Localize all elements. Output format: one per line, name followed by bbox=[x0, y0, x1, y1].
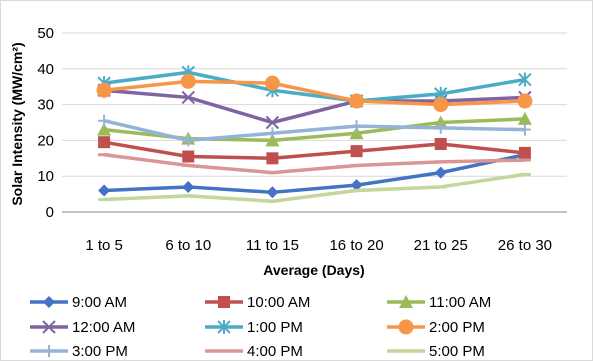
data-point bbox=[98, 136, 111, 149]
series-3-00-pm bbox=[98, 114, 531, 147]
x-tick-label: 16 to 20 bbox=[329, 237, 383, 254]
legend-label: 9:00 AM bbox=[72, 294, 127, 311]
data-point bbox=[182, 134, 195, 147]
legend-item: 12:00 AM bbox=[30, 319, 135, 336]
series-line bbox=[103, 70, 526, 103]
series-2-00-pm bbox=[96, 73, 533, 113]
legend-label: 4:00 PM bbox=[247, 343, 303, 360]
series-line bbox=[103, 79, 525, 107]
data-point bbox=[96, 82, 112, 98]
data-point bbox=[98, 184, 111, 197]
x-axis-ticks: 1 to 5 6 to 10 11 to 15 16 to 20 21 to 25 26 … bbox=[85, 237, 552, 254]
data-point bbox=[434, 137, 447, 150]
data-point bbox=[434, 121, 447, 134]
data-point bbox=[434, 166, 447, 179]
y-tick-label: 30 bbox=[37, 97, 54, 114]
data-point bbox=[399, 295, 413, 308]
legend-label: 3:00 PM bbox=[72, 343, 128, 360]
data-point bbox=[517, 111, 532, 125]
data-point bbox=[398, 319, 414, 335]
data-point bbox=[182, 150, 195, 163]
data-point bbox=[42, 320, 56, 334]
data-point bbox=[518, 72, 532, 87]
series-group bbox=[96, 65, 533, 204]
y-axis-title: Solar Intensity (MW/cm²) bbox=[9, 42, 25, 205]
y-tick-label: 50 bbox=[37, 25, 54, 42]
x-tick-label: 1 to 5 bbox=[85, 237, 123, 254]
data-point bbox=[517, 93, 533, 109]
data-point bbox=[217, 320, 231, 334]
data-point bbox=[350, 145, 363, 158]
y-tick-label: 0 bbox=[46, 204, 54, 221]
series-line bbox=[104, 172, 526, 204]
y-tick-label: 40 bbox=[37, 61, 54, 78]
series-line bbox=[104, 153, 526, 195]
data-point bbox=[350, 120, 363, 133]
legend-item: 5:00 PM bbox=[387, 343, 485, 360]
y-tick-label: 10 bbox=[37, 168, 54, 185]
x-tick-label: 11 to 15 bbox=[246, 237, 299, 254]
data-point bbox=[433, 97, 449, 113]
series-line bbox=[103, 88, 525, 125]
legend-label: 11:00 AM bbox=[429, 294, 491, 311]
data-point bbox=[182, 180, 195, 193]
data-point bbox=[43, 345, 55, 357]
data-point bbox=[180, 73, 196, 89]
legend-item: 10:00 AM bbox=[205, 294, 310, 311]
legend: 9:00 AM 10:00 AM 11:00 AM 12:00 AM 1:00 PM 2:… bbox=[30, 294, 491, 360]
data-point bbox=[518, 123, 531, 136]
series-line bbox=[103, 140, 526, 161]
data-point bbox=[349, 93, 365, 109]
data-point bbox=[349, 126, 364, 140]
data-point bbox=[266, 127, 279, 140]
legend-label: 12:00 AM bbox=[72, 319, 135, 336]
legend-label: 10:00 AM bbox=[247, 294, 310, 311]
data-point bbox=[350, 179, 363, 192]
legend-item: 2:00 PM bbox=[387, 319, 485, 336]
series-4-00-pm bbox=[98, 152, 531, 175]
data-point bbox=[266, 186, 279, 199]
data-point bbox=[265, 115, 280, 130]
data-point bbox=[266, 152, 279, 165]
series-line bbox=[103, 152, 525, 175]
y-axis-ticks: 0 10 20 30 40 50 bbox=[37, 25, 54, 221]
legend-label: 5:00 PM bbox=[429, 343, 485, 360]
legend-item: 11:00 AM bbox=[387, 294, 491, 311]
data-point bbox=[218, 296, 230, 308]
data-point bbox=[265, 133, 280, 147]
legend-item: 3:00 PM bbox=[30, 343, 128, 360]
gridlines bbox=[62, 32, 567, 177]
data-point bbox=[518, 146, 531, 159]
series-5-00-pm bbox=[98, 172, 531, 204]
legend-item: 9:00 AM bbox=[30, 294, 127, 311]
data-point bbox=[43, 296, 55, 308]
x-tick-label: 21 to 25 bbox=[414, 237, 468, 254]
x-axis-title: Average (Days) bbox=[263, 262, 364, 278]
series-line bbox=[103, 119, 525, 143]
series-10-00-am bbox=[98, 136, 531, 165]
data-point bbox=[97, 122, 112, 136]
x-tick-label: 6 to 10 bbox=[165, 237, 211, 254]
legend-item: 1:00 PM bbox=[205, 319, 303, 336]
legend-item: 4:00 PM bbox=[205, 343, 303, 360]
legend-label: 2:00 PM bbox=[429, 319, 485, 336]
data-point bbox=[264, 75, 280, 91]
data-point bbox=[98, 114, 111, 127]
y-tick-label: 20 bbox=[37, 132, 54, 149]
x-tick-label: 26 to 30 bbox=[498, 237, 552, 254]
data-point bbox=[181, 90, 195, 105]
legend-label: 1:00 PM bbox=[247, 319, 303, 336]
